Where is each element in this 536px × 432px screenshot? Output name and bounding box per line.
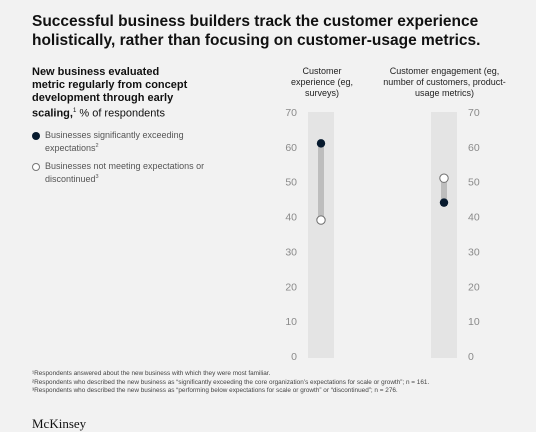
y-tick-label-left: 50 (285, 177, 297, 189)
point-not-meeting-0 (316, 215, 326, 225)
y-tick-label-left: 40 (285, 212, 297, 224)
connector-bar-1 (441, 178, 447, 203)
column-track-1 (431, 112, 457, 358)
column-header-customer-engagement: Customer engagement (eg, number of custo… (383, 66, 506, 98)
y-tick-label-right: 50 (468, 177, 480, 189)
subtitle-unit: % of respondents (76, 107, 165, 120)
footnote-3: ³Respondents who described the new busin… (32, 387, 398, 394)
y-tick-label-right: 70 (468, 107, 480, 119)
point-exceeding-0 (316, 139, 326, 148)
legend-label-exceeding: Businesses significantly exceeding expec… (45, 130, 184, 153)
point-not-meeting-1 (439, 173, 449, 183)
column-header-customer-experience: Customer experience (eg, surveys) (290, 66, 354, 98)
chart-subtitle: New business evaluated metric regularly … (32, 66, 192, 121)
connector-bar-0 (318, 143, 324, 221)
y-tick-label-left: 60 (285, 142, 297, 154)
y-tick-label-left: 0 (291, 351, 297, 363)
subtitle-footnote-mark: 1 (72, 108, 77, 114)
y-tick-label-left: 20 (285, 281, 297, 293)
open-dot-icon (32, 163, 40, 171)
y-tick-label-right: 10 (468, 316, 480, 328)
legend-footnote-mark: 2 (95, 143, 99, 149)
y-tick-label-right: 20 (468, 281, 480, 293)
chart-title: Successful business builders track the c… (32, 13, 481, 49)
y-tick-label-left: 30 (285, 246, 297, 258)
footnotes: ¹Respondents answered about the new busi… (32, 370, 532, 396)
legend-label-not-meeting: Businesses not meeting expectations or d… (45, 161, 205, 184)
point-exceeding-1 (439, 198, 449, 207)
footnote-2: ²Respondents who described the new busin… (32, 378, 430, 386)
y-tick-label-left: 70 (285, 107, 297, 119)
legend: Businesses significantly exceeding expec… (32, 130, 207, 192)
mckinsey-logo: McKinsey (32, 416, 87, 431)
y-tick-label-right: 40 (468, 212, 480, 224)
footnote-1: ¹Respondents answered about the new busi… (32, 370, 271, 377)
y-tick-label-right: 30 (468, 246, 480, 258)
y-tick-label-right: 0 (468, 351, 474, 363)
legend-item-exceeding: Businesses significantly exceeding expec… (32, 130, 207, 154)
y-tick-label-right: 60 (468, 142, 480, 154)
y-tick-label-left: 10 (285, 316, 297, 328)
filled-dot-icon (32, 132, 40, 140)
legend-footnote-mark: 3 (95, 174, 99, 180)
subtitle-bold: New business evaluated metric regularly … (32, 66, 188, 120)
legend-item-not-meeting: Businesses not meeting expectations or d… (32, 161, 207, 185)
